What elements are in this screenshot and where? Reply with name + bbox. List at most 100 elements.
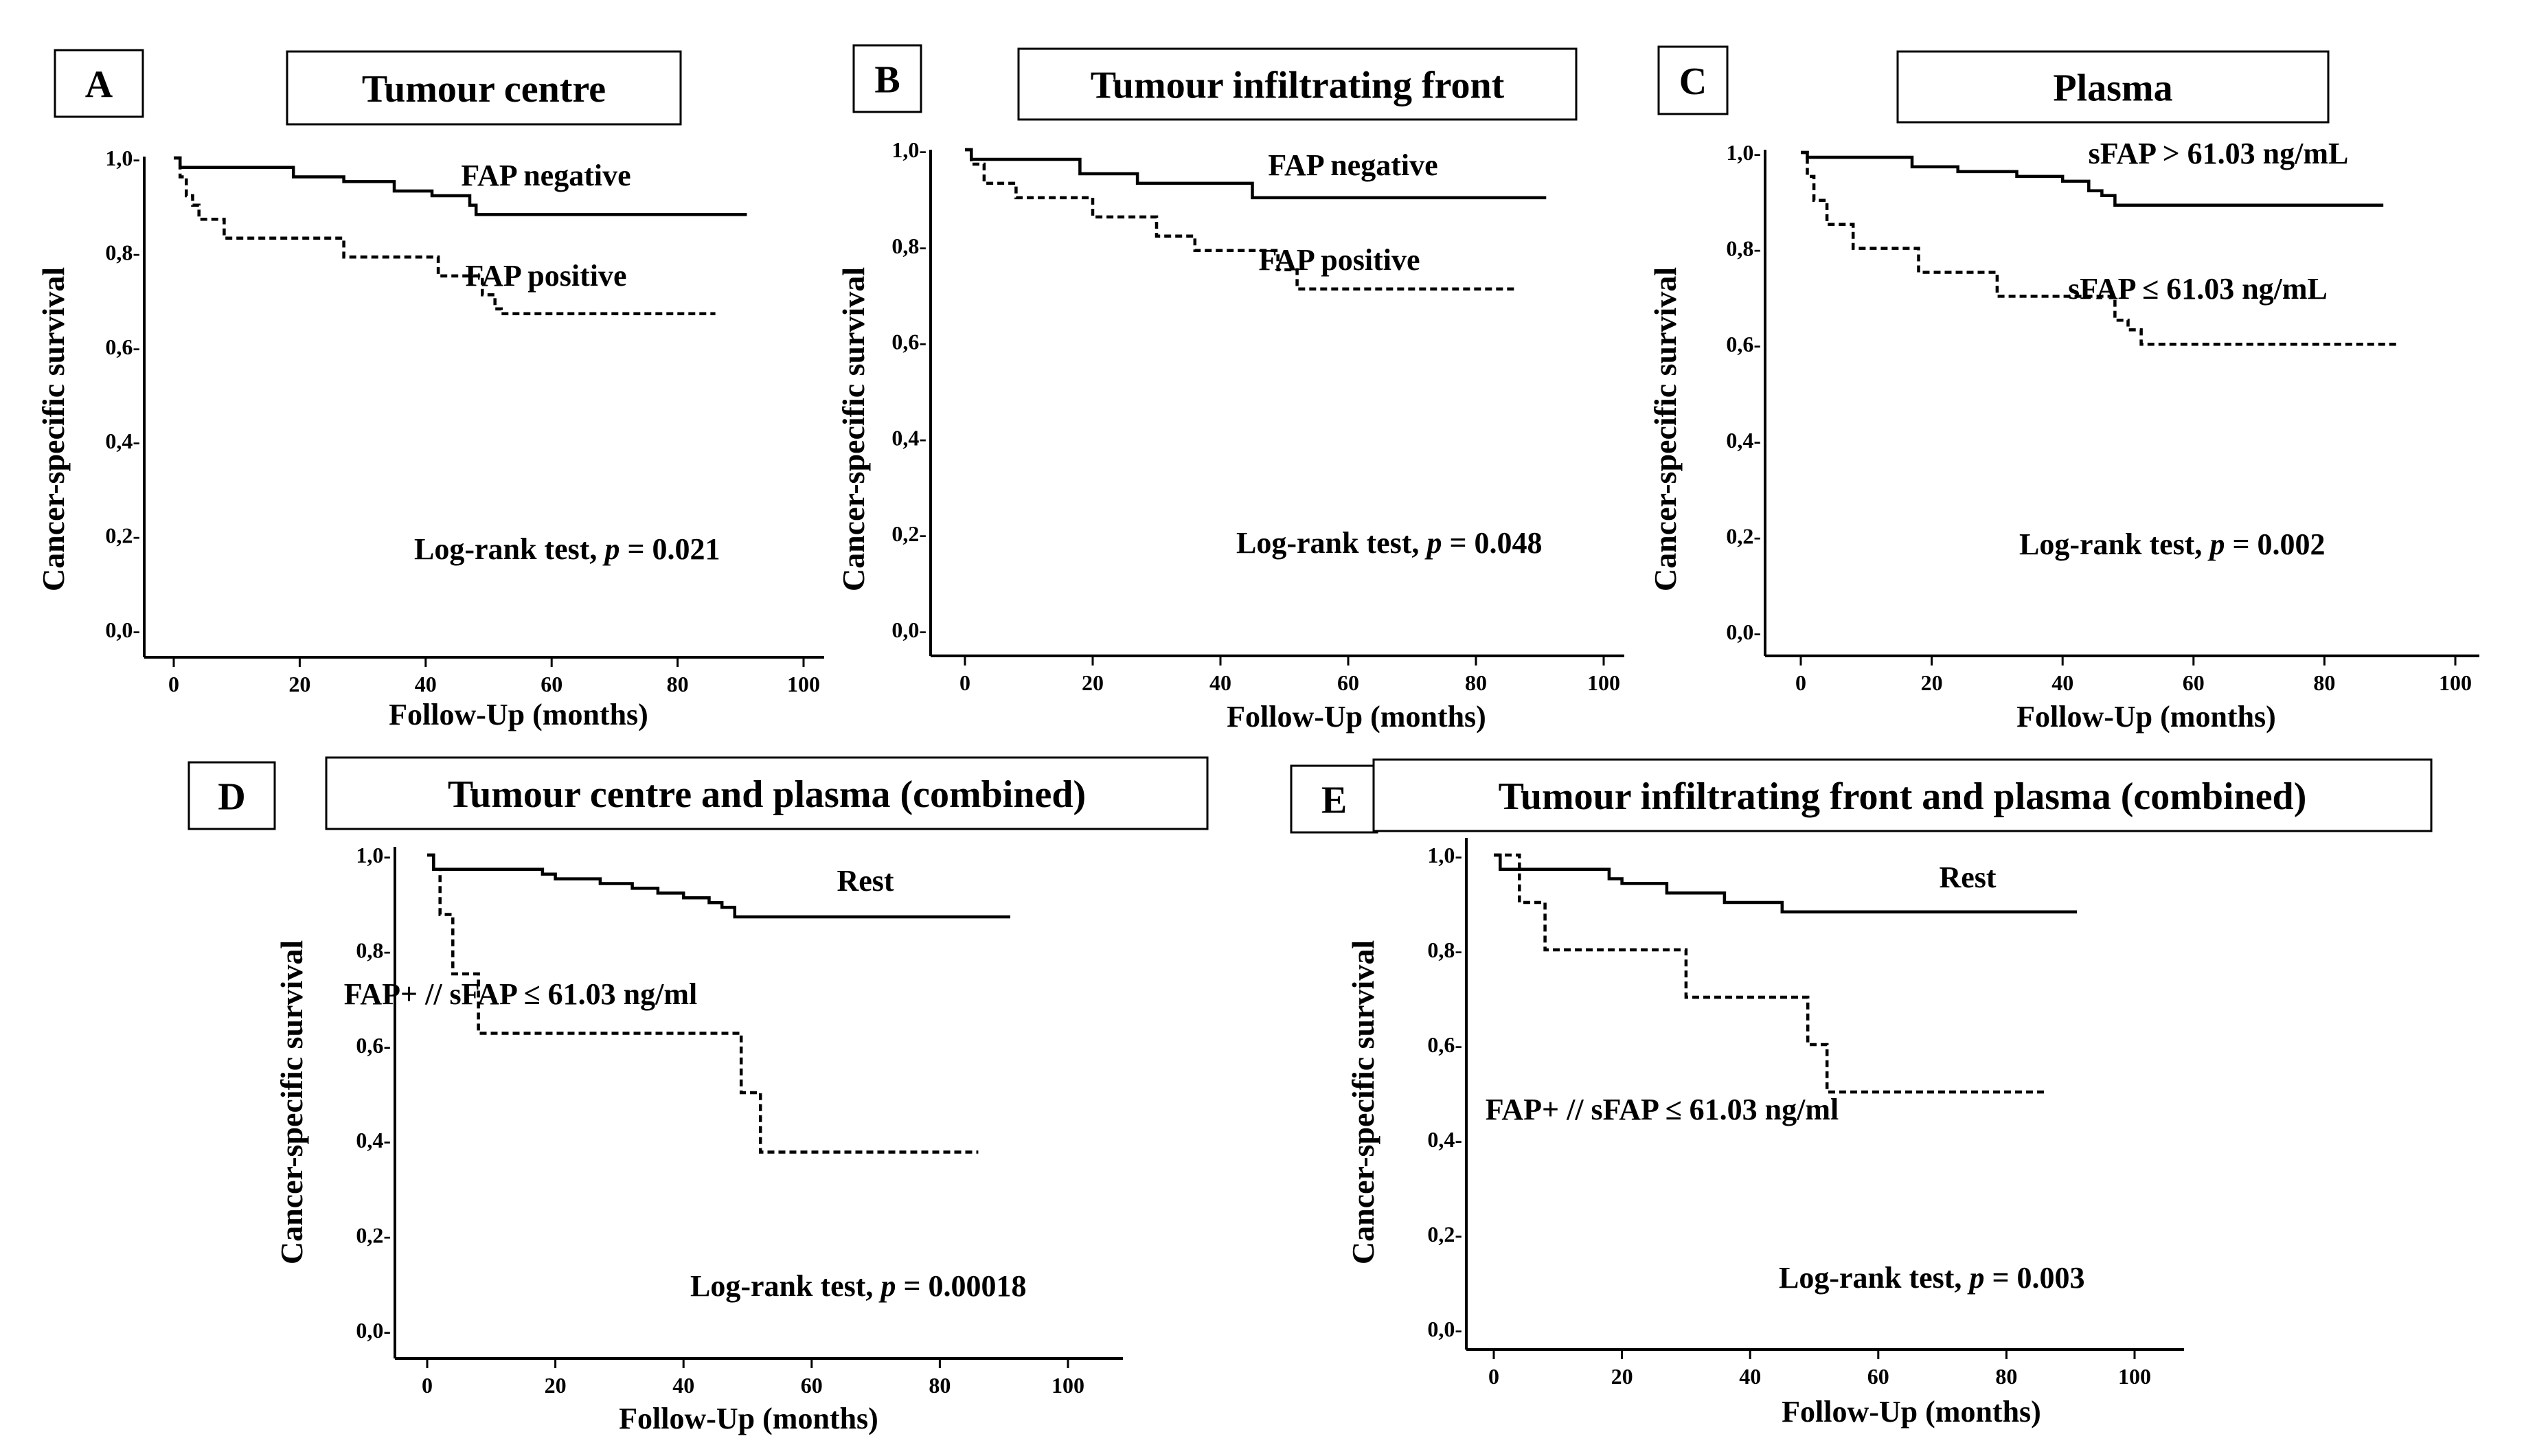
y-tick-label: 1,0- <box>1427 843 1462 867</box>
series-label: sFAP ≤ 61.03 ng/mL <box>2068 272 2328 306</box>
x-tick-label: 60 <box>1337 670 1359 695</box>
x-tick-label: 40 <box>1209 670 1231 695</box>
panel-letter-box <box>187 761 276 830</box>
series-label: Rest <box>1939 861 1996 894</box>
y-tick-label: 0,4- <box>356 1128 391 1152</box>
x-axis-label: Follow-Up (months) <box>2016 700 2276 733</box>
x-tick-label: 0 <box>1795 670 1806 695</box>
x-tick-label: 80 <box>1465 670 1487 695</box>
series-line-dashed <box>427 853 979 1154</box>
panel-e: E Tumour infiltrating front and plasma (c… <box>1290 758 2433 1429</box>
panel-title: Tumour centre and plasma (combined) <box>448 773 1086 816</box>
y-axis-label: Cancer-specific survival <box>836 267 871 591</box>
x-tick-label: 60 <box>1867 1364 1889 1389</box>
panel-title: Tumour infiltrating front and plasma (co… <box>1499 775 2307 818</box>
y-tick-label: 0,2- <box>891 521 926 546</box>
x-tick-label: 100 <box>787 672 820 696</box>
panel-title: Plasma <box>2053 67 2172 110</box>
series-line-solid <box>965 148 1547 200</box>
panel-b: B Tumour infiltrating front 0 20 40 60 80 100 0,… <box>836 44 1624 733</box>
panel-c: C Plasma 0 20 40 60 80 100 0,0- 0,2- 0,4- 0,6- 0,8- 1… <box>1648 45 2479 733</box>
y-tick-label: 0,8- <box>1427 937 1462 962</box>
panel-a: A Tumour centre 0 20 40 60 80 100 0,0- 0,2- 0,4- 0,… <box>36 49 824 731</box>
series-line-dashed <box>1801 150 2397 346</box>
series-label: FAP negative <box>461 159 630 192</box>
series-line-solid <box>174 156 747 216</box>
y-tick-label: 0,0- <box>1726 619 1761 644</box>
series-label: Rest <box>837 864 894 898</box>
p-symbol: p <box>878 1269 896 1303</box>
p-value: = 0.048 <box>1442 526 1542 560</box>
p-value: = 0.00018 <box>896 1269 1026 1303</box>
panel-letter: A <box>85 64 113 106</box>
log-rank-annotation: Log-rank test, p = 0.002 <box>2019 527 2326 561</box>
p-symbol: p <box>1966 1261 1984 1295</box>
y-tick-label: 0,6- <box>356 1033 391 1058</box>
panel-letter: E <box>1321 780 1347 822</box>
y-tick-label: 1,0- <box>1726 140 1761 165</box>
y-tick-label: 0,8- <box>1726 236 1761 261</box>
x-tick-label: 20 <box>1611 1364 1633 1389</box>
y-tick-label: 0,4- <box>1427 1127 1462 1152</box>
p-symbol: p <box>2207 527 2225 561</box>
x-tick-label: 20 <box>288 672 310 696</box>
x-axis-label: Follow-Up (months) <box>1782 1395 2041 1429</box>
x-tick-label: 0 <box>422 1373 433 1398</box>
series-label: FAP negative <box>1268 148 1437 182</box>
series-label: FAP+ // sFAP ≤ 61.03 ng/ml <box>344 977 697 1011</box>
panel-title: Tumour infiltrating front <box>1091 65 1505 107</box>
panel-title: Tumour centre <box>362 68 606 111</box>
y-axis-label: Cancer-specific survival <box>1345 940 1380 1264</box>
y-tick-label: 0,8- <box>891 234 926 258</box>
p-symbol: p <box>602 532 619 566</box>
x-tick-label: 40 <box>1739 1364 1761 1389</box>
p-value: = 0.002 <box>2225 527 2325 561</box>
log-rank-prefix: Log-rank test, <box>690 1269 880 1303</box>
y-tick-label: 1,0- <box>105 146 140 170</box>
y-tick-label: 0,6- <box>1726 332 1761 356</box>
x-axis-label: Follow-Up (months) <box>1227 700 1486 733</box>
y-axis-label: Cancer-specific survival <box>274 940 309 1264</box>
x-axis-label: Follow-Up (months) <box>619 1402 878 1435</box>
series-label: FAP positive <box>1258 243 1420 277</box>
x-tick-label: 60 <box>801 1373 823 1398</box>
y-tick-label: 0,0- <box>105 617 140 642</box>
y-tick-label: 0,0- <box>891 617 926 642</box>
series-line-dashed <box>174 156 716 315</box>
log-rank-prefix: Log-rank test, <box>1779 1261 1969 1295</box>
x-tick-label: 100 <box>1051 1373 1084 1398</box>
y-axis-label: Cancer-specific survival <box>1648 267 1683 591</box>
x-tick-label: 80 <box>667 672 689 696</box>
y-tick-label: 0,0- <box>356 1318 391 1343</box>
log-rank-prefix: Log-rank test, <box>414 532 604 566</box>
panel-d: D Tumour centre and plasma (combined) 0 20 4… <box>187 756 1209 1435</box>
p-value: = 0.003 <box>1984 1261 2084 1295</box>
panel-title-box <box>325 756 1209 830</box>
panel-letter-box <box>1290 764 1378 834</box>
series-label: sFAP > 61.03 ng/mL <box>2089 137 2349 170</box>
series-line-solid <box>1801 150 2384 207</box>
panel-title-box <box>1372 758 2433 832</box>
x-tick-label: 60 <box>2183 670 2205 695</box>
series-line-solid <box>427 853 1010 919</box>
panel-letter-box <box>1657 45 1729 115</box>
p-symbol: p <box>1424 526 1442 560</box>
x-tick-label: 0 <box>959 670 970 695</box>
x-tick-label: 0 <box>168 672 179 696</box>
y-tick-label: 0,6- <box>105 334 140 359</box>
log-rank-annotation: Log-rank test, p = 0.003 <box>1779 1261 2085 1295</box>
x-tick-label: 20 <box>1082 670 1104 695</box>
x-tick-label: 20 <box>1921 670 1943 695</box>
x-tick-label: 20 <box>545 1373 567 1398</box>
y-tick-label: 0,6- <box>1427 1032 1462 1057</box>
x-tick-label: 100 <box>2439 670 2472 695</box>
series-label: FAP+ // sFAP ≤ 61.03 ng/ml <box>1486 1093 1839 1126</box>
panel-title-box <box>286 50 682 126</box>
y-tick-label: 0,2- <box>1427 1222 1462 1247</box>
log-rank-prefix: Log-rank test, <box>2019 527 2209 561</box>
x-tick-label: 80 <box>2313 670 2335 695</box>
panel-letter: B <box>874 59 900 102</box>
y-tick-label: 1,0- <box>356 843 391 867</box>
y-tick-label: 0,8- <box>356 937 391 962</box>
x-tick-label: 100 <box>2118 1364 2151 1389</box>
